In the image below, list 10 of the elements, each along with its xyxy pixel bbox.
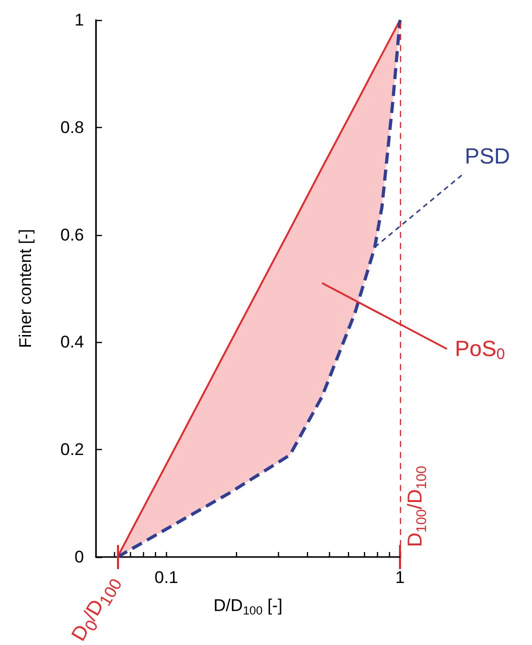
- y-tick-label: 0.4: [60, 332, 84, 352]
- ref-line-label: D100/D100: [404, 466, 429, 547]
- text: PSD: [464, 144, 510, 169]
- y-tick-label: 1: [74, 10, 84, 30]
- y-tick-label: 0: [74, 548, 84, 566]
- x-tick-label: 0.1: [154, 568, 178, 587]
- y-tick-label: 0.6: [60, 225, 84, 244]
- y-tick-label: 0.8: [60, 118, 84, 137]
- y-axis-title: Finer content [-]: [16, 228, 35, 348]
- y-tick-label: 0.2: [60, 440, 84, 460]
